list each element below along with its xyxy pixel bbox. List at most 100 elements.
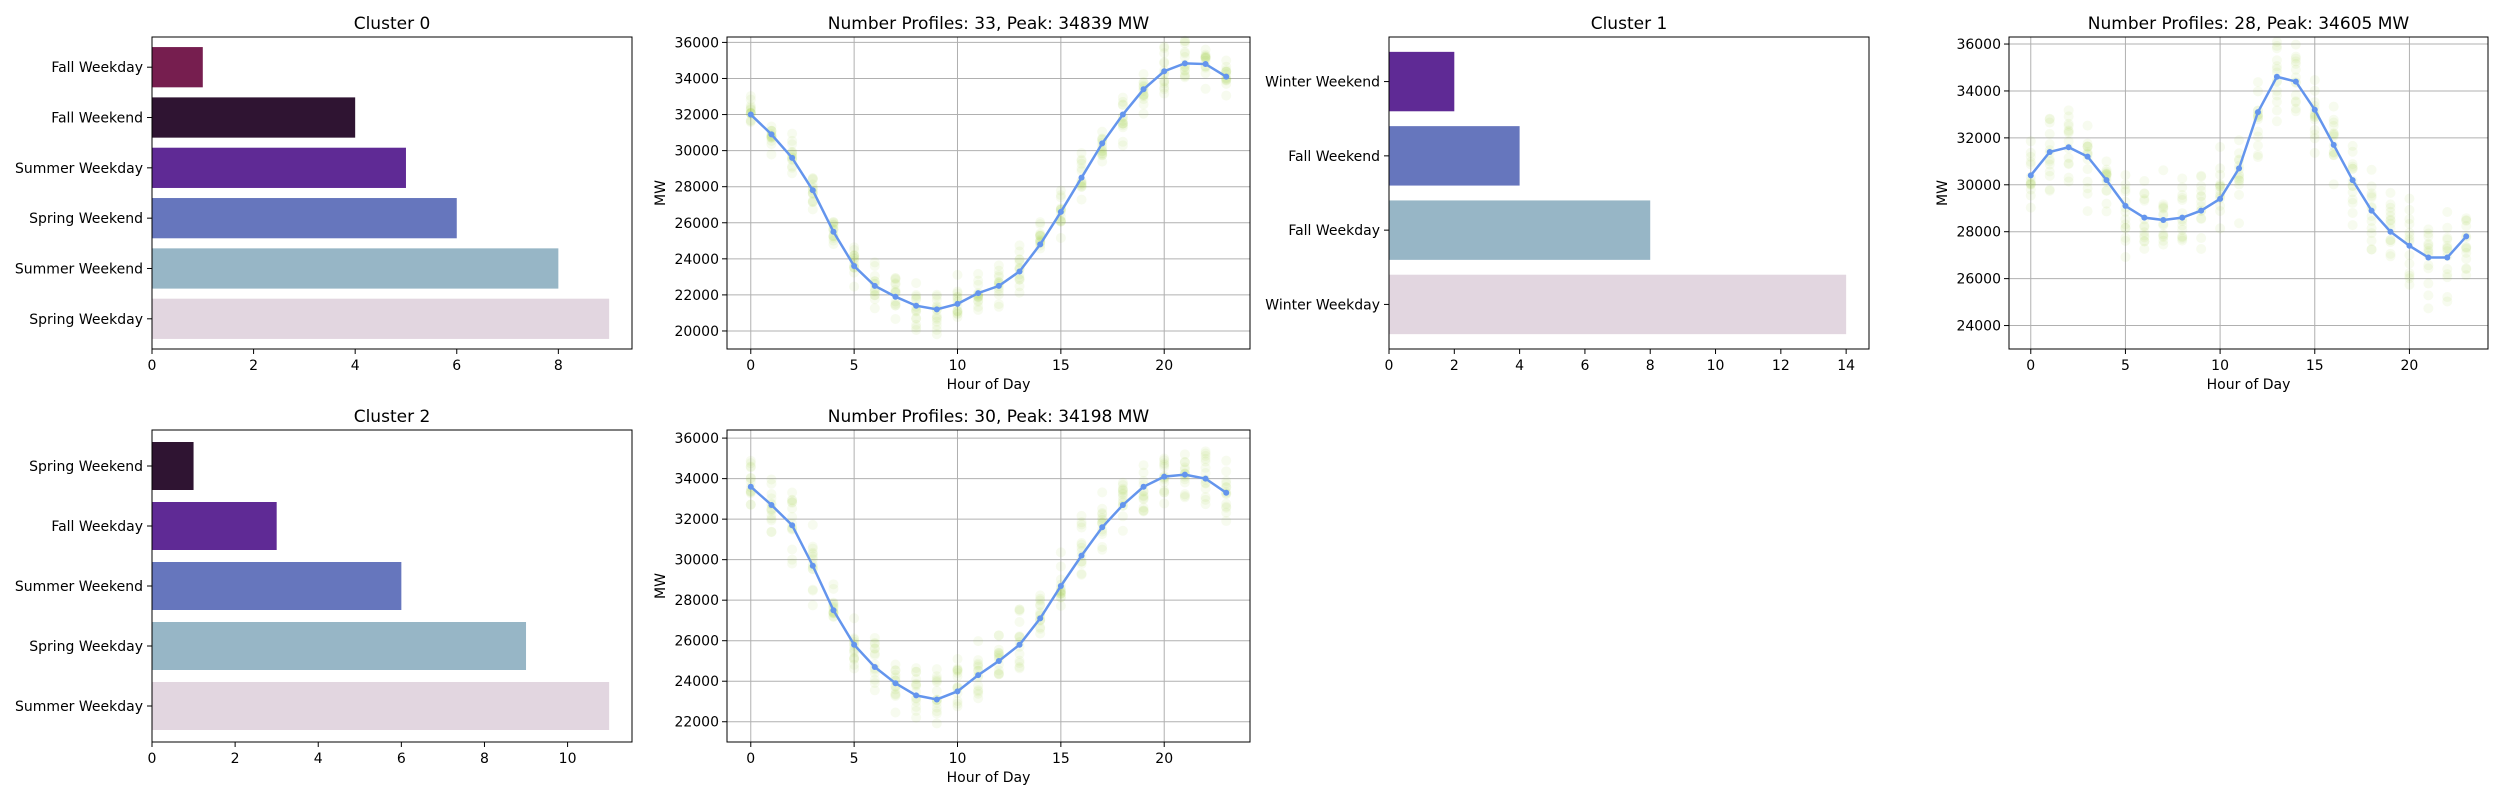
- profile-point: [2120, 206, 2131, 217]
- profile-point: [1097, 150, 1108, 161]
- mean-profile-point: [2444, 254, 2451, 261]
- mean-profile-point: [1078, 552, 1085, 559]
- profile-point: [1200, 52, 1211, 63]
- mean-profile-point: [1140, 86, 1147, 93]
- profile-point: [849, 242, 860, 253]
- profile-point: [766, 526, 777, 537]
- profile-point: [911, 666, 922, 677]
- profile-point: [1179, 492, 1190, 503]
- y-tick-label: 22000: [674, 288, 719, 304]
- profile-point: [745, 100, 756, 111]
- profile-point: [1200, 51, 1211, 62]
- profile-point: [1159, 41, 1170, 52]
- profile-point: [828, 583, 839, 594]
- mean-profile-point: [2065, 144, 2072, 151]
- profile-point: [2063, 125, 2074, 136]
- x-tick-label: 8: [480, 751, 489, 767]
- profile-point: [849, 250, 860, 261]
- profile-point: [1014, 663, 1025, 674]
- mean-profile-point: [830, 607, 837, 614]
- profile-point: [1200, 446, 1211, 457]
- mean-profile-point: [1037, 615, 1044, 622]
- mean-profile-point: [2179, 214, 2186, 221]
- profile-point: [2309, 124, 2320, 135]
- mean-profile-point: [747, 483, 754, 490]
- profile-point: [890, 688, 901, 699]
- profile-point: [2442, 234, 2453, 245]
- profile-point: [1179, 38, 1190, 49]
- profile-point: [2347, 146, 2358, 157]
- profile-point: [973, 685, 984, 696]
- x-tick-label: 0: [148, 751, 157, 767]
- mean-profile-point: [1099, 524, 1106, 531]
- profile-point: [2215, 142, 2226, 153]
- profile-point: [2347, 140, 2358, 151]
- mean-profile-point: [933, 696, 940, 703]
- x-tick-label: 6: [452, 358, 461, 374]
- profile-point: [931, 664, 942, 675]
- profile-point: [869, 648, 880, 659]
- mean-profile-point: [871, 664, 878, 671]
- mean-profile-point: [1140, 483, 1147, 490]
- x-tick-label: 5: [850, 358, 859, 374]
- profile-point: [2385, 210, 2396, 221]
- x-tick-label: 2: [231, 751, 240, 767]
- profile-point: [2423, 243, 2434, 254]
- chart-title: Cluster 1: [1591, 14, 1668, 34]
- profile-point: [911, 291, 922, 302]
- mean-profile-point: [1202, 61, 1209, 68]
- profile-point: [1097, 503, 1108, 514]
- axes-frame: [726, 429, 1251, 743]
- profile-point: [952, 663, 963, 674]
- profile-point: [1014, 658, 1025, 669]
- profile-point: [2177, 231, 2188, 242]
- profile-point: [1035, 590, 1046, 601]
- profile-point: [1055, 216, 1066, 227]
- profile-point: [2215, 163, 2226, 174]
- profile-point: [2044, 139, 2055, 150]
- profile-point: [1221, 501, 1232, 512]
- profile-point: [1014, 631, 1025, 642]
- profile-point: [807, 543, 818, 554]
- profile-point: [807, 197, 818, 208]
- x-tick-label: 15: [2306, 358, 2324, 374]
- profile-point: [1179, 462, 1190, 473]
- profile-point: [2347, 194, 2358, 205]
- profile-point: [890, 684, 901, 695]
- profile-point: [2385, 187, 2396, 198]
- profile-point: [1035, 595, 1046, 606]
- profile-point: [952, 306, 963, 317]
- bar: [152, 562, 402, 610]
- y-tick-label: 22000: [674, 715, 719, 731]
- profile-point: [1014, 604, 1025, 615]
- profile-point: [807, 584, 818, 595]
- profile-point: [2442, 240, 2453, 251]
- profile-point: [1159, 458, 1170, 469]
- profile-point: [2044, 156, 2055, 167]
- profile-point: [1076, 519, 1087, 530]
- profile-point: [2101, 156, 2112, 167]
- profile-point: [849, 652, 860, 663]
- profile-point: [890, 665, 901, 676]
- profile-point: [2347, 161, 2358, 172]
- profile-point: [807, 519, 818, 530]
- profile-point: [1035, 593, 1046, 604]
- profile-point: [1221, 498, 1232, 509]
- mean-profile-point: [1099, 140, 1106, 147]
- profile-point: [766, 149, 777, 160]
- y-tick-label: 34000: [674, 472, 719, 488]
- profile-point: [1035, 628, 1046, 639]
- profile-point: [1179, 449, 1190, 460]
- cluster-1-profile-chart: Number Profiles: 28, Peak: 34605 MW Hour…: [1935, 14, 2489, 393]
- profile-point: [911, 293, 922, 304]
- profile-point: [1159, 498, 1170, 509]
- mean-profile-point: [2027, 172, 2034, 179]
- x-tick-label: 6: [1580, 358, 1589, 374]
- profile-point: [2423, 303, 2434, 314]
- profile-point: [1221, 90, 1232, 101]
- profile-point: [2158, 235, 2169, 246]
- mean-profile-point: [1057, 583, 1064, 589]
- profile-point: [973, 275, 984, 286]
- y-tick-label: 36000: [1956, 37, 2001, 53]
- profile-point: [1076, 155, 1087, 166]
